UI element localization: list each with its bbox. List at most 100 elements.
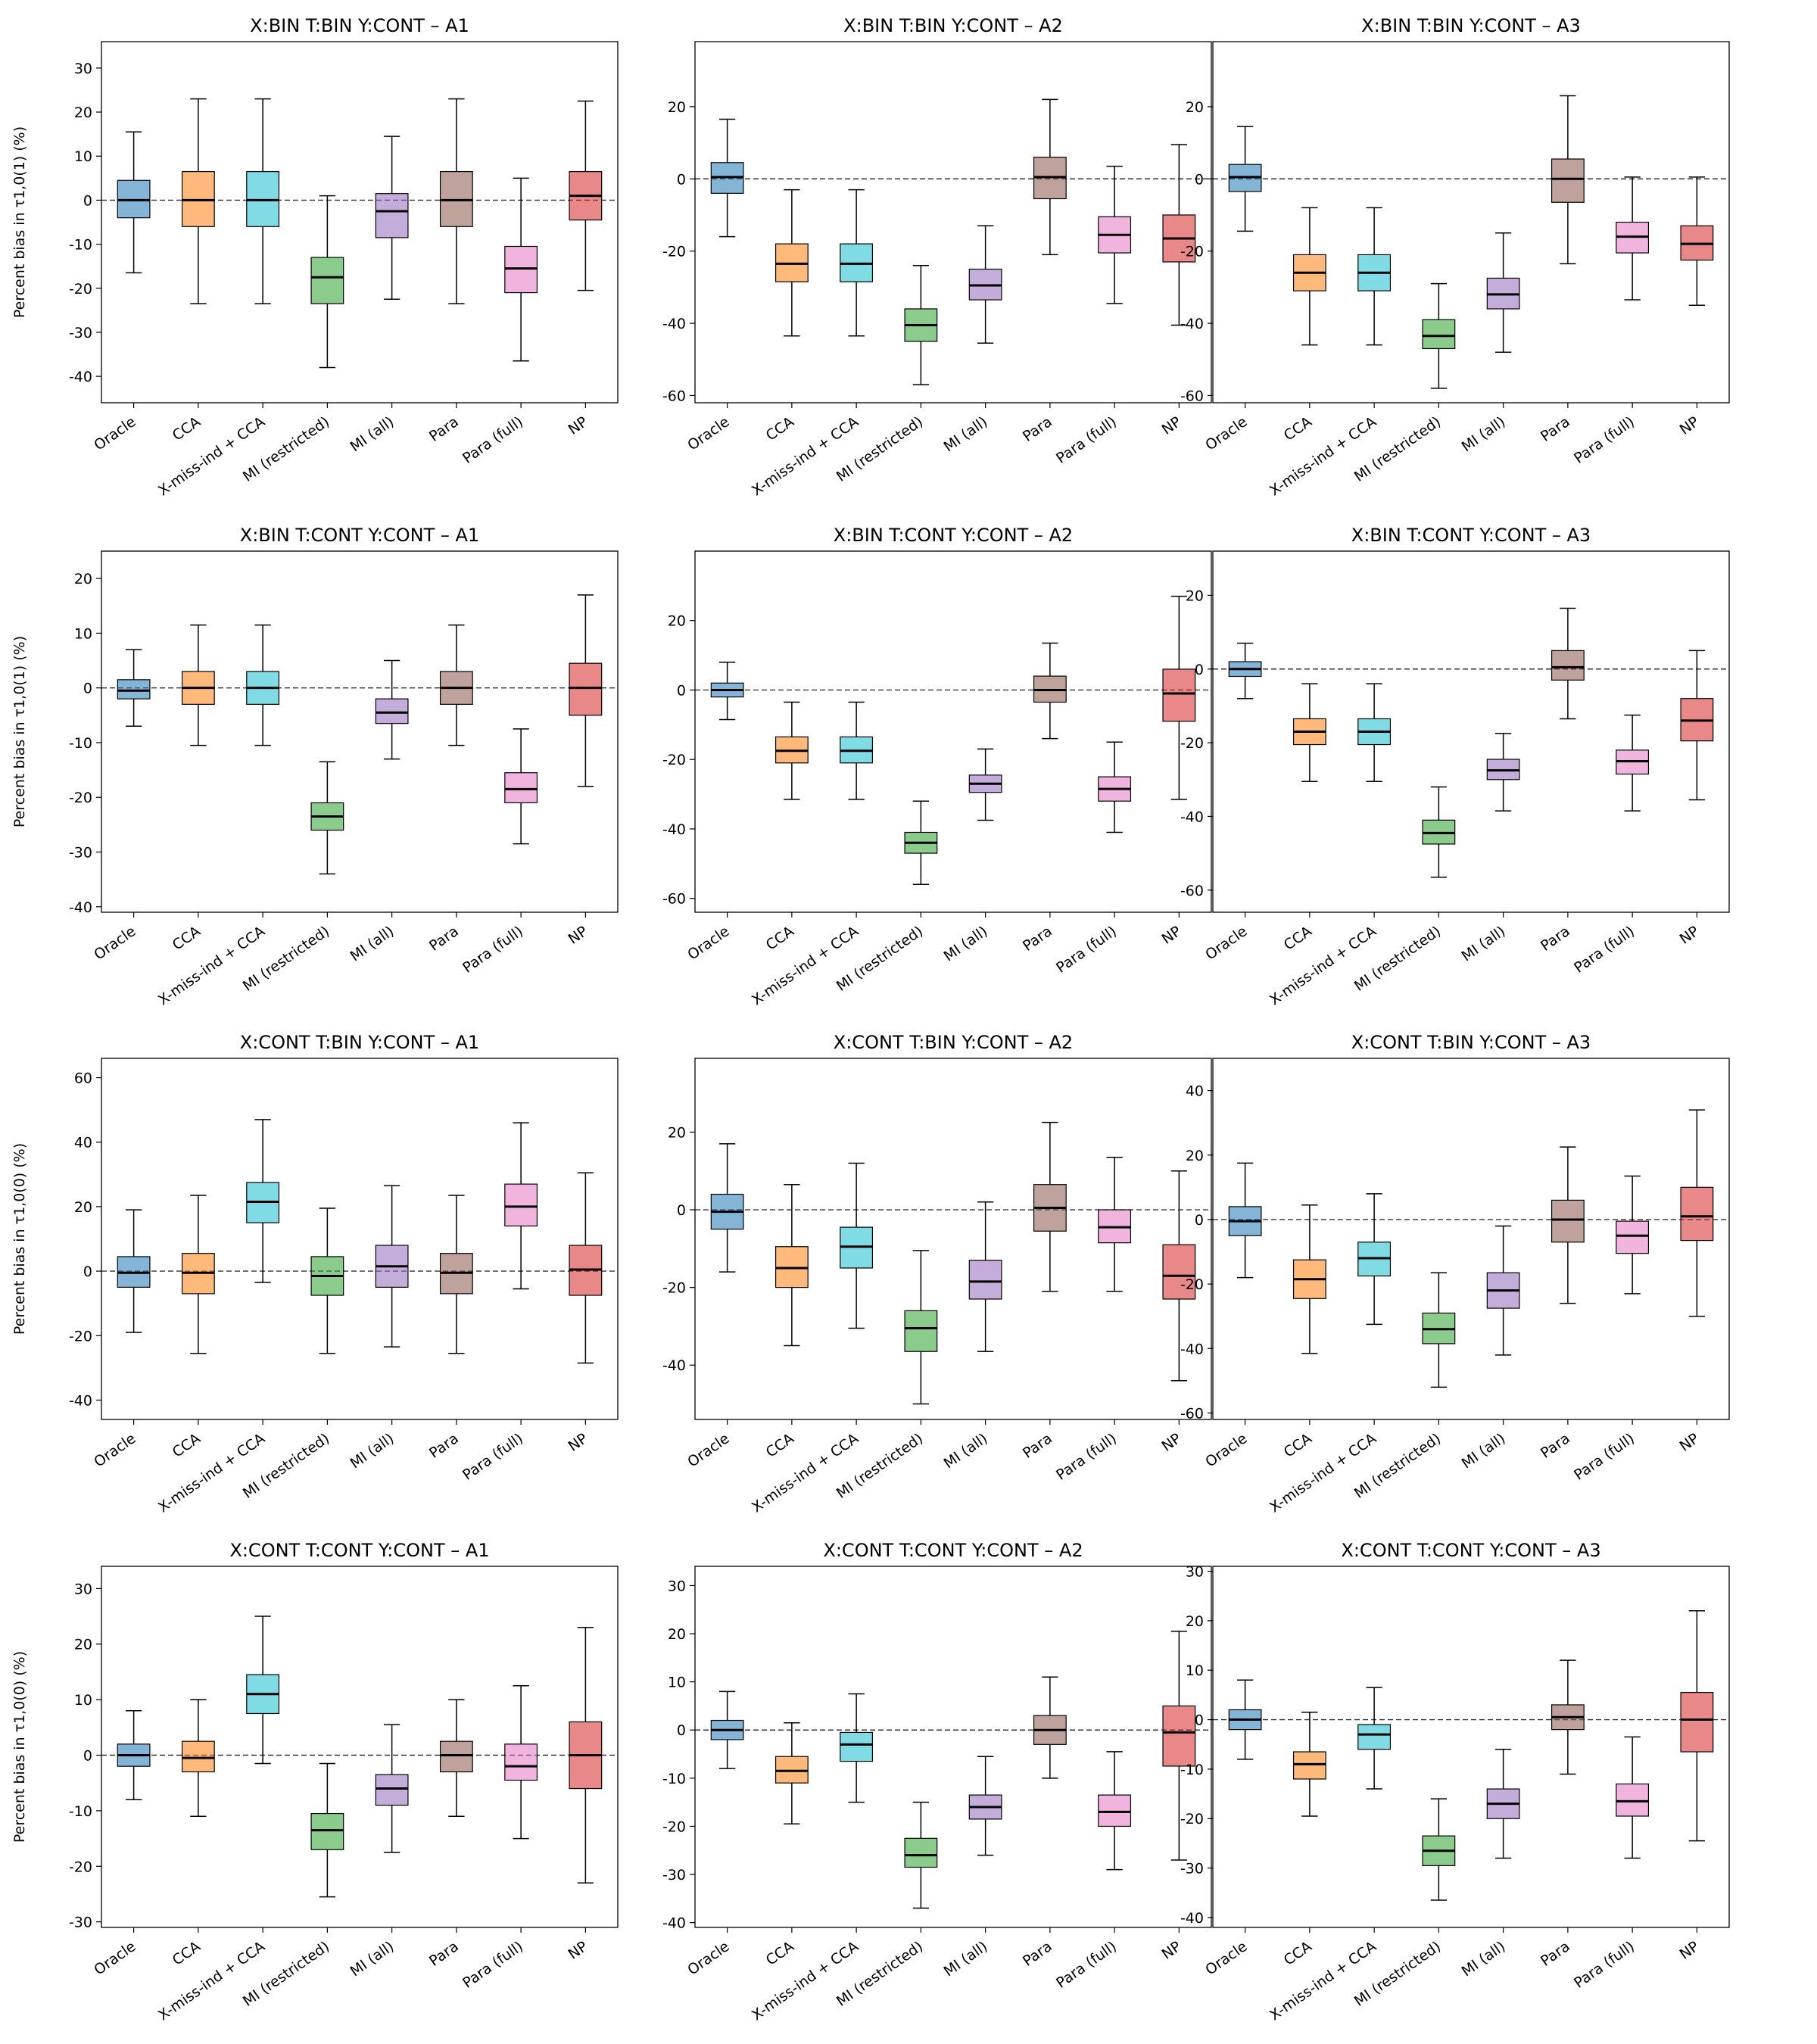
box-cca [774, 1722, 809, 1825]
x-tick-label: Para (full) [1571, 923, 1638, 977]
box-x-miss-ind-cca [246, 624, 280, 746]
y-tick-label: 0 [1195, 171, 1204, 188]
x-tick-label: X-miss-ind + CCA [749, 1938, 862, 2024]
box-mi-restricted [1422, 786, 1456, 878]
x-tick-label: Oracle [91, 1938, 139, 1978]
box-iqr [310, 1812, 344, 1850]
y-tick-label: 0 [677, 1722, 686, 1739]
x-tick-label: NP [566, 1430, 591, 1455]
y-tick-label: -20 [662, 1280, 686, 1297]
box-mi-all [375, 136, 409, 301]
x-tick-label: Para (full) [1571, 1938, 1638, 1992]
y-tick-label: -40 [662, 821, 686, 838]
box-x-miss-ind-cca [1357, 683, 1392, 782]
x-tick-label: X-miss-ind + CCA [155, 923, 268, 1008]
y-axis-label: Percent bias in τ1,0(0) (%) [11, 1143, 28, 1335]
box-cca [181, 1699, 215, 1817]
box-oracle [117, 1710, 151, 1800]
axes-frame [694, 41, 1212, 404]
box-mi-all [375, 1185, 409, 1348]
x-tick-label: NP [566, 1938, 591, 1963]
box-iqr [1616, 1220, 1650, 1254]
x-tick-label: Para (full) [1053, 1938, 1120, 1992]
x-tick-label: X-miss-ind + CCA [749, 1430, 862, 1516]
panel-2-2: X:BIN T:CONT Y:CONT – A2 -60 -40 -20 0 20 Orac… [662, 525, 1212, 1008]
box-mi-restricted [310, 1762, 344, 1898]
box-iqr [904, 1837, 938, 1868]
x-tick-label: CCA [1281, 413, 1315, 444]
x-tick-label: MI (all) [1459, 923, 1509, 964]
box-oracle [710, 118, 744, 238]
axes-frame [101, 1058, 619, 1420]
x-tick-label: Oracle [1202, 413, 1250, 453]
panel-4-3: X:CONT T:CONT Y:CONT – A3 -40 -30 -20 -10 0 10… [1180, 1540, 1730, 2024]
panel-3-3: X:CONT T:BIN Y:CONT – A3 -60 -40 -20 0 20 40 Or… [1180, 1032, 1730, 1516]
y-tick-label: 20 [668, 1124, 686, 1141]
x-tick-label: MI (all) [348, 1938, 397, 1980]
x-tick-label: Oracle [684, 1430, 732, 1470]
x-tick-label: CCA [763, 1938, 797, 1969]
y-tick-label: 60 [74, 1070, 92, 1087]
box-iqr [1551, 650, 1585, 681]
x-tick-label: NP [1677, 413, 1703, 438]
axes-frame [1212, 1566, 1730, 1928]
y-tick-label: 30 [74, 1581, 92, 1597]
box-x-miss-ind-cca [840, 701, 874, 800]
box-para [1551, 1146, 1585, 1304]
y-tick-label: -30 [69, 845, 92, 862]
box-para-full [1616, 714, 1650, 812]
y-tick-label: -60 [1180, 388, 1204, 404]
x-tick-label: Para [1020, 1430, 1055, 1462]
box-cca [181, 624, 215, 746]
box-iqr [375, 1774, 409, 1806]
box-para-full [504, 177, 538, 362]
panel-title: X:BIN T:CONT Y:CONT – A1 [240, 525, 479, 546]
y-tick-label: -10 [1180, 1762, 1204, 1778]
x-tick-label: MI (all) [1459, 413, 1509, 455]
box-mi-all [968, 1756, 1002, 1856]
box-np [569, 1626, 603, 1884]
y-tick-label: 20 [1186, 1613, 1204, 1630]
x-tick-label: NP [1677, 1430, 1703, 1455]
panel-3-2: X:CONT T:BIN Y:CONT – A2 -40 -20 0 20 Oracle C… [662, 1032, 1212, 1516]
box-para [1551, 607, 1585, 720]
box-x-miss-ind-cca [246, 1119, 280, 1283]
y-tick-label: 20 [668, 99, 686, 116]
box-mi-restricted [310, 195, 344, 369]
x-tick-label: Para [1538, 413, 1573, 445]
y-axis-label: Percent bias in τ1,0(1) (%) [11, 636, 28, 827]
panel-title: X:BIN T:BIN Y:CONT – A2 [843, 15, 1063, 36]
x-tick-label: Oracle [1202, 1938, 1250, 1978]
box-iqr [504, 1743, 538, 1781]
box-oracle [1228, 642, 1262, 700]
y-tick-label: -30 [1180, 1861, 1204, 1877]
y-tick-label: 0 [83, 1263, 92, 1280]
box-cca [1292, 683, 1326, 782]
box-mi-restricted [1422, 282, 1456, 389]
box-para-full [1098, 1751, 1132, 1871]
box-iqr [1551, 1199, 1585, 1243]
axes-frame [101, 41, 619, 404]
box-cca [1292, 1204, 1326, 1354]
x-tick-label: X-miss-ind + CCA [749, 413, 862, 499]
x-tick-label: NP [1159, 413, 1185, 438]
y-tick-label: -40 [1180, 809, 1204, 825]
x-tick-label: X-miss-ind + CCA [749, 923, 862, 1008]
box-np [1162, 1170, 1196, 1382]
panel-title: X:CONT T:CONT Y:CONT – A1 [229, 1540, 489, 1561]
box-iqr [1162, 1705, 1196, 1767]
y-tick-label: 10 [668, 1675, 686, 1691]
axes-frame [694, 1058, 1212, 1420]
y-tick-label: -20 [662, 1818, 686, 1835]
x-tick-label: Para [426, 1938, 462, 1970]
y-tick-label: -40 [69, 1392, 92, 1409]
x-tick-label: MI (all) [348, 923, 397, 964]
panel-title: X:BIN T:BIN Y:CONT – A1 [250, 15, 469, 36]
y-tick-label: -40 [1180, 1341, 1204, 1357]
x-tick-label: X-miss-ind + CCA [1267, 1938, 1379, 2024]
box-mi-all [968, 225, 1002, 344]
y-tick-label: 10 [74, 625, 92, 642]
y-tick-label: -30 [69, 325, 92, 341]
box-mi-restricted [904, 1801, 938, 1909]
box-np [569, 1172, 603, 1364]
